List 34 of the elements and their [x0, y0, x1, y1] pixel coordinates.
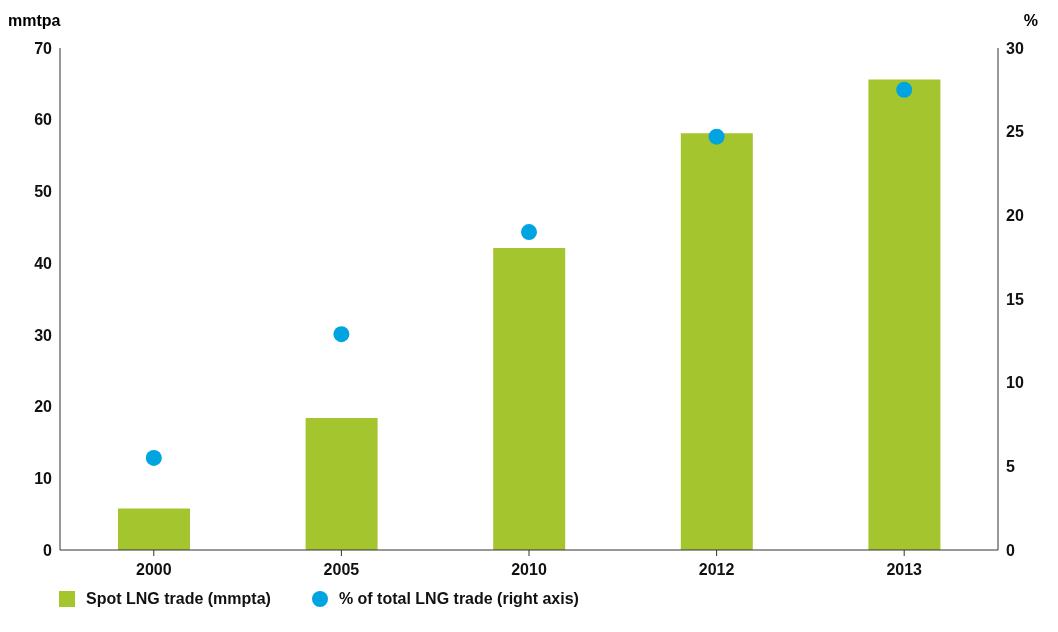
- bar: [305, 418, 378, 550]
- y-tick-label: 40: [34, 254, 53, 272]
- y2-tick-label: 5: [1006, 458, 1015, 476]
- legend-label: % of total LNG trade (right axis): [337, 590, 579, 608]
- x-tick-label: 2013: [886, 561, 923, 579]
- y-tick-label: 70: [34, 39, 53, 57]
- point: [333, 326, 350, 343]
- point: [896, 81, 913, 98]
- x-tick-label: 2012: [698, 561, 735, 579]
- x-tick-label: 2010: [511, 561, 547, 579]
- bar: [680, 133, 753, 550]
- y-tick-label: 10: [34, 469, 53, 487]
- y-tick-label: 20: [34, 398, 53, 416]
- point: [145, 449, 162, 466]
- x-tick-label: 2000: [136, 561, 172, 579]
- y-tick-label: 30: [34, 326, 53, 344]
- legend-label: Spot LNG trade (mmpta): [85, 590, 271, 608]
- point: [521, 224, 537, 241]
- y2-tick-label: 30: [1006, 39, 1024, 57]
- bar: [493, 248, 566, 550]
- y-tick-label: 50: [34, 183, 53, 201]
- y2-tick-label: 25: [1006, 123, 1024, 141]
- y-tick-label: 0: [43, 541, 53, 559]
- bar: [118, 508, 190, 550]
- y2-tick-label: 20: [1006, 207, 1024, 225]
- y2-tick-label: 0: [1006, 541, 1015, 559]
- point: [708, 128, 725, 145]
- y2-tick-label: 10: [1006, 374, 1024, 392]
- y-tick-label: 60: [34, 111, 53, 129]
- bar: [868, 79, 941, 550]
- y-axis-title: mmtpa: [8, 12, 61, 30]
- y2-axis-title: %: [1023, 12, 1038, 30]
- y2-tick-label: 15: [1006, 290, 1024, 308]
- x-tick-label: 2005: [323, 561, 360, 579]
